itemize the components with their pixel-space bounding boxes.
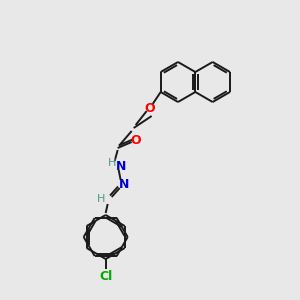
Text: N: N — [118, 178, 129, 190]
Text: O: O — [144, 101, 155, 115]
Text: H: H — [97, 194, 105, 204]
Text: H: H — [107, 158, 116, 168]
Text: N: N — [116, 160, 126, 172]
Text: Cl: Cl — [99, 271, 112, 284]
Text: O: O — [130, 134, 141, 148]
